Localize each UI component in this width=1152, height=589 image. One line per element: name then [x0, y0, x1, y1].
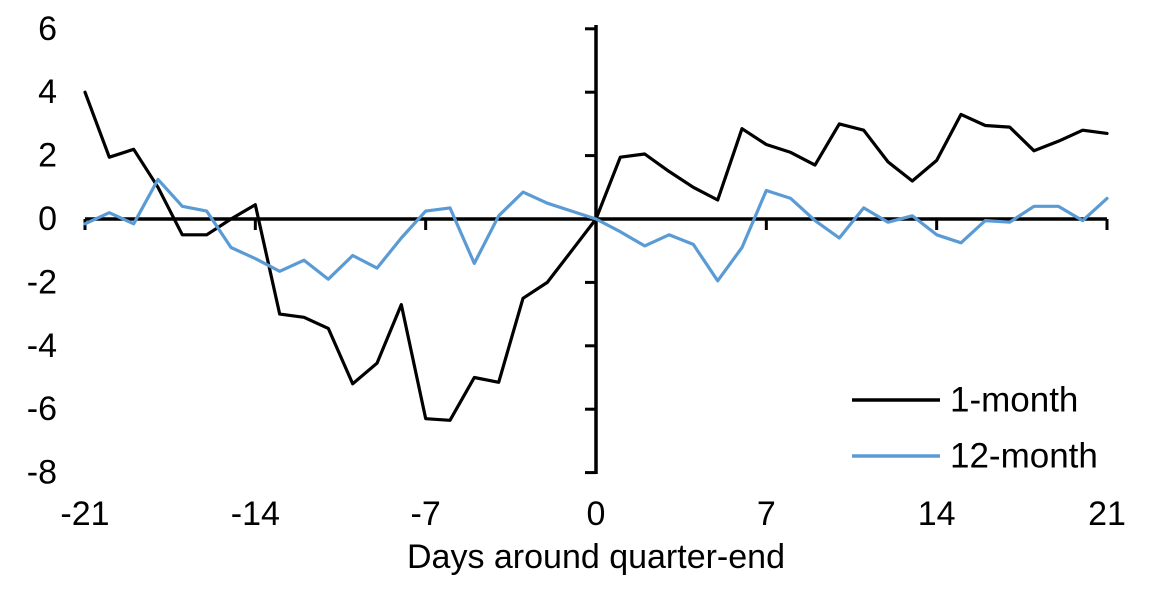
y-tick-label: 0 — [38, 200, 57, 238]
y-tick-label: -8 — [27, 454, 57, 492]
x-axis-title: Days around quarter-end — [407, 538, 785, 576]
x-tick-label: 14 — [918, 495, 956, 533]
y-tick-label: 4 — [38, 73, 57, 111]
legend: 1-month 12-month — [852, 381, 1098, 476]
x-axis: -21 -14 -7 0 7 14 21 Days around quarter-end — [60, 217, 1126, 576]
y-tick-label: -2 — [27, 263, 57, 301]
y-tick-label: -4 — [27, 327, 57, 365]
x-tick-label: 7 — [757, 495, 776, 533]
series-line-12-month — [83, 177, 1109, 283]
legend-label-12-month: 12-month — [950, 437, 1098, 476]
y-tick-label: -6 — [27, 390, 57, 428]
legend-label-1-month: 1-month — [950, 381, 1078, 420]
y-axis: 6 4 2 0 -2 -4 -6 -8 — [27, 10, 598, 492]
x-axis-tick-labels: -21 -14 -7 0 7 14 21 — [60, 495, 1125, 533]
x-tick-label: 0 — [587, 495, 606, 533]
x-tick-label: 21 — [1088, 495, 1126, 533]
y-tick-label: 2 — [38, 137, 57, 175]
x-tick-label: -21 — [60, 495, 109, 533]
y-tick-label: 6 — [38, 10, 57, 48]
x-tick-label: -14 — [231, 495, 280, 533]
y-axis-tick-labels: 6 4 2 0 -2 -4 -6 -8 — [27, 10, 57, 492]
x-tick-label: -7 — [411, 495, 441, 533]
plot-series — [83, 90, 1109, 422]
